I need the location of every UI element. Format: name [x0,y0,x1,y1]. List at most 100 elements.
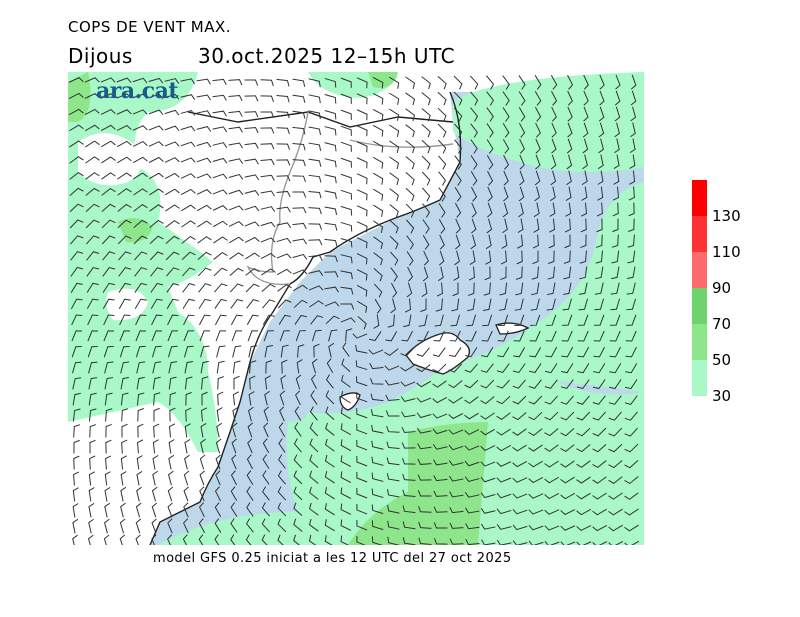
wind-barb [629,138,636,154]
wind-barb [230,486,238,502]
wind-barb [103,534,110,545]
wind-barb [244,111,259,118]
wind-barb [262,438,270,454]
wind-barb [325,406,335,421]
frontier-line [187,111,454,128]
wind-barb [212,126,228,133]
wind-barb [232,391,240,406]
wind-barb [293,299,308,309]
wind-barb [85,156,100,164]
wind-barb [486,91,494,106]
wind-barb [389,251,399,266]
wind-barb [390,298,396,314]
wind-barb [389,140,400,154]
wind-barb [567,90,573,106]
wind-barb [197,267,212,277]
wind-barb [356,284,368,297]
wind-barb [530,298,540,311]
wind-barb [629,170,636,185]
wind-barb [183,345,194,358]
wind-barb [244,95,259,102]
wind-barb [356,376,368,387]
wind-barb [183,486,189,502]
wind-barb [357,315,367,330]
wind-barb [136,376,145,390]
wind-barb [197,251,212,260]
wind-barb [231,422,238,438]
wind-barb [550,74,558,90]
wind-barb [544,493,560,500]
wind-barb [356,77,368,89]
wind-barb [248,391,255,406]
wind-barb [612,218,619,233]
wind-barb [464,396,479,404]
wind-barb [278,314,291,325]
wind-barb [84,108,100,115]
wind-barb [151,314,163,326]
wind-barb [481,539,496,545]
wind-barb [418,314,428,327]
wind-barb [151,486,158,502]
wind-barb [340,157,352,168]
wind-barb [324,174,337,184]
wind-barb [470,107,479,122]
wind-barb [200,407,208,422]
wind-barb [422,235,430,250]
wind-barb [260,143,275,150]
wind-barb [400,396,416,402]
wind-barb [309,486,319,500]
wind-barb [151,330,163,342]
wind-barb [86,282,99,293]
wind-barb [547,266,556,280]
color-legend: 130 110 90 70 50 30 [692,180,741,405]
wind-barb [165,220,180,228]
wind-barb [87,314,99,326]
wind-barb [401,411,416,418]
wind-barb [102,298,115,310]
wind-barb [454,155,462,170]
wind-barb [487,186,493,202]
wind-barb [101,172,116,180]
wind-barb [437,139,447,154]
wind-barb [528,395,543,405]
wind-barb [469,250,476,265]
wind-barb [453,91,463,106]
wind-barb [292,175,306,183]
wind-barb [169,392,177,406]
legend-label: 110 [712,243,741,261]
wind-barb [624,443,639,453]
wind-barb [164,93,180,100]
wind-barb [356,269,368,281]
wind-barb [416,412,432,419]
wind-barb [345,328,353,342]
wind-barb [433,475,448,482]
wind-barb [308,518,319,532]
wind-barb [277,470,286,485]
wind-barb [148,125,164,131]
wind-barb [231,454,237,470]
wind-barb [356,440,368,451]
wind-barb [352,333,368,339]
wind-barb [512,428,527,436]
wind-barb [103,345,114,358]
wind-barb [594,282,604,295]
wind-barb [292,110,306,119]
wind-barb [165,251,180,261]
wind-barb [167,470,174,486]
wind-barb [280,374,287,390]
wind-barb [180,141,196,148]
wind-barb [560,525,576,531]
wind-barb [340,77,352,88]
wind-barb [371,440,384,450]
wind-barb [486,139,494,154]
wind-barb [608,508,623,516]
wind-barb [276,268,292,276]
wind-barb [214,298,228,309]
wind-barb [384,348,399,356]
wind-barb [576,427,591,437]
wind-barb [372,108,384,121]
wind-barb [610,314,621,326]
wind-barb [340,317,356,323]
wind-barb [464,363,478,373]
wind-barb [514,298,524,311]
